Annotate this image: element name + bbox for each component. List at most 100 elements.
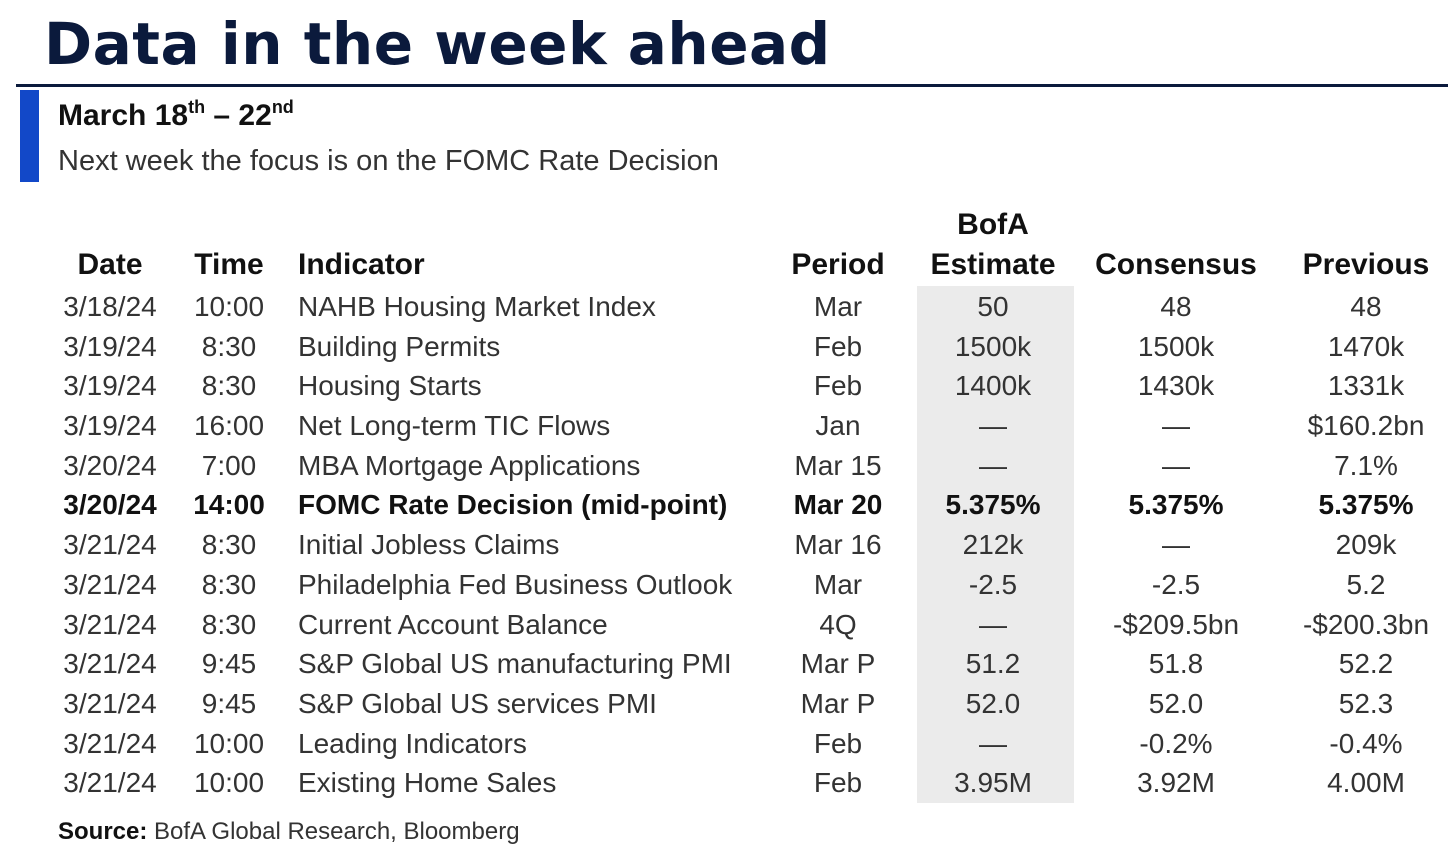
cell-time: 7:00 — [201, 449, 257, 481]
cell-date: 3/21/24 — [63, 687, 157, 719]
cell-time: 8:30 — [201, 608, 257, 640]
cell-date: 3/19/24 — [63, 370, 157, 402]
cell-indicator: Net Long-term TIC Flows — [298, 410, 611, 442]
cell-previous: -$200.3bn — [1302, 608, 1430, 640]
cell-previous: 209k — [1335, 529, 1397, 561]
cell-time: 9:45 — [201, 648, 257, 680]
cell-date: 3/21/24 — [63, 727, 157, 759]
accent-bar — [20, 90, 39, 182]
cell-consensus: -0.2% — [1139, 727, 1213, 759]
cell-consensus: -$209.5bn — [1112, 608, 1240, 640]
cell-previous: 1331k — [1327, 370, 1405, 402]
date-range-subtitle: March 18th – 22nd — [58, 96, 294, 136]
cell-bofa-estimate: 1500k — [954, 330, 1032, 362]
date-range-start: March 18 — [58, 99, 189, 132]
cell-indicator: NAHB Housing Market Index — [298, 291, 656, 322]
header-consensus: Consensus — [1095, 248, 1257, 281]
cell-period: Feb — [813, 727, 863, 759]
cell-period: Mar 20 — [793, 489, 883, 521]
focus-description: Next week the focus is on the FOMC Rate … — [58, 145, 719, 177]
cell-date: 3/19/24 — [63, 330, 157, 362]
cell-bofa-estimate: -2.5 — [968, 568, 1018, 600]
table-row: 3/18/24 10:00 NAHB Housing Market Index … — [0, 287, 1456, 327]
cell-indicator: Leading Indicators — [298, 727, 527, 759]
table-row-highlighted: 3/20/24 14:00 FOMC Rate Decision (mid-po… — [0, 485, 1456, 525]
cell-date: 3/18/24 — [63, 291, 157, 322]
cell-period: Mar 16 — [794, 529, 882, 561]
table-row: 3/19/24 8:30 Housing Starts Feb 1400k 14… — [0, 366, 1456, 406]
table-row: 3/21/24 8:30 Philadelphia Fed Business O… — [0, 565, 1456, 605]
cell-bofa-estimate: — — [979, 449, 1007, 481]
cell-consensus: -2.5 — [1151, 568, 1201, 600]
header-bofa-estimate: BofA Estimate — [930, 205, 1055, 285]
cell-time: 10:00 — [193, 727, 265, 759]
cell-consensus: 48 — [1160, 291, 1192, 322]
cell-indicator: Initial Jobless Claims — [298, 529, 560, 561]
cell-consensus: 5.375% — [1128, 489, 1224, 521]
cell-consensus: 1500k — [1137, 330, 1215, 362]
table-row: 3/21/24 10:00 Existing Home Sales Feb 3.… — [0, 763, 1456, 803]
cell-date: 3/19/24 — [63, 410, 157, 442]
table-row: 3/20/24 7:00 MBA Mortgage Applications M… — [0, 446, 1456, 486]
cell-time: 14:00 — [193, 489, 265, 521]
cell-previous: 5.2 — [1346, 568, 1386, 600]
cell-period: Mar P — [800, 687, 876, 719]
cell-consensus: — — [1162, 410, 1190, 442]
cell-time: 8:30 — [201, 330, 257, 362]
cell-time: 8:30 — [201, 568, 257, 600]
cell-previous: -0.4% — [1329, 727, 1403, 759]
cell-bofa-estimate: 51.2 — [965, 648, 1021, 680]
table-row: 3/19/24 8:30 Building Permits Feb 1500k … — [0, 327, 1456, 367]
table-row: 3/21/24 8:30 Current Account Balance 4Q … — [0, 605, 1456, 645]
bofa-estimate-column-highlight — [917, 286, 1074, 803]
table-row: 3/19/24 16:00 Net Long-term TIC Flows Ja… — [0, 406, 1456, 446]
header-date: Date — [77, 248, 143, 281]
table-body: 3/18/24 10:00 NAHB Housing Market Index … — [0, 287, 1456, 803]
cell-time: 16:00 — [193, 410, 265, 442]
cell-consensus: 1430k — [1137, 370, 1215, 402]
cell-date: 3/21/24 — [63, 648, 157, 680]
cell-previous: 52.2 — [1338, 648, 1394, 680]
source-note: Source: BofA Global Research, Bloomberg — [58, 816, 520, 848]
cell-period: Feb — [813, 330, 863, 362]
cell-consensus: 3.92M — [1137, 767, 1215, 799]
cell-indicator: FOMC Rate Decision (mid-point) — [298, 489, 728, 521]
cell-indicator: Philadelphia Fed Business Outlook — [298, 568, 733, 600]
cell-period: Mar 15 — [794, 449, 882, 481]
title-divider — [16, 84, 1448, 87]
cell-bofa-estimate: 1400k — [954, 370, 1032, 402]
cell-bofa-estimate: — — [979, 410, 1007, 442]
table-header: Date Time Indicator Period BofA Estimate… — [0, 205, 1456, 285]
date-range-end: – 22 — [205, 99, 272, 132]
cell-indicator: S&P Global US manufacturing PMI — [298, 648, 732, 680]
page-title: Data in the week ahead — [44, 10, 831, 78]
cell-period: Mar — [813, 291, 863, 322]
cell-time: 10:00 — [193, 767, 265, 799]
cell-date: 3/21/24 — [63, 529, 157, 561]
header-previous: Previous — [1302, 248, 1430, 281]
cell-consensus: — — [1162, 529, 1190, 561]
cell-period: Feb — [813, 767, 863, 799]
cell-bofa-estimate: — — [979, 727, 1007, 759]
cell-bofa-estimate: 212k — [962, 529, 1024, 561]
cell-previous: $160.2bn — [1307, 410, 1425, 442]
cell-consensus: — — [1162, 449, 1190, 481]
header-indicator: Indicator — [298, 248, 425, 281]
cell-previous: 4.00M — [1327, 767, 1405, 799]
cell-period: 4Q — [819, 608, 857, 640]
date-range-start-suffix: th — [188, 97, 206, 117]
cell-indicator: MBA Mortgage Applications — [298, 449, 641, 481]
cell-period: Mar — [813, 568, 863, 600]
cell-bofa-estimate: — — [979, 608, 1007, 640]
cell-period: Feb — [813, 370, 863, 402]
cell-bofa-estimate: 50 — [977, 291, 1009, 322]
cell-date: 3/21/24 — [63, 608, 157, 640]
cell-date: 3/20/24 — [63, 449, 157, 481]
cell-period: Mar P — [800, 648, 876, 680]
cell-date: 3/21/24 — [63, 568, 157, 600]
table-row: 3/21/24 9:45 S&P Global US services PMI … — [0, 684, 1456, 724]
header-period: Period — [791, 248, 885, 281]
date-range-end-suffix: nd — [271, 97, 294, 117]
source-label: Source: — [58, 818, 148, 845]
cell-previous: 5.375% — [1318, 489, 1414, 521]
